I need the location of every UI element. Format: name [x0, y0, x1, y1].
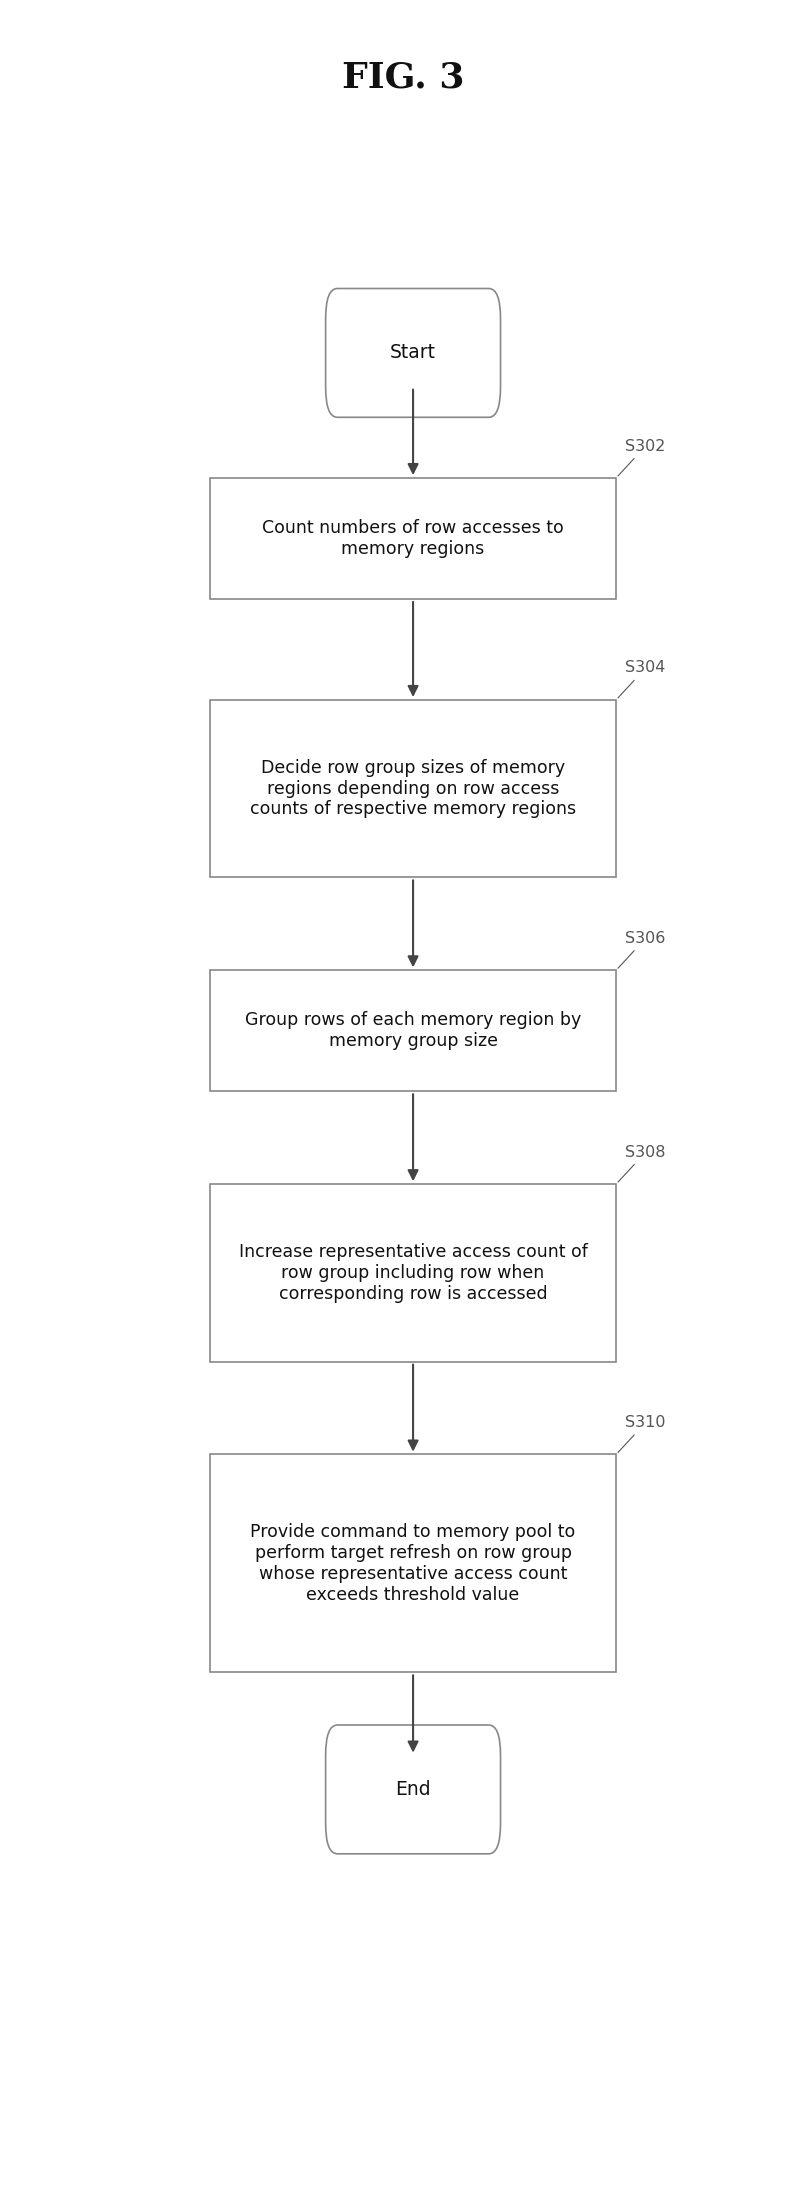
Text: Increase representative access count of
row group including row when
correspondi: Increase representative access count of … — [239, 1244, 588, 1303]
Text: End: End — [395, 1781, 431, 1798]
Bar — [210, 478, 616, 599]
Text: Decide row group sizes of memory
regions depending on row access
counts of respe: Decide row group sizes of memory regions… — [250, 759, 576, 819]
Bar — [210, 1455, 616, 1673]
FancyBboxPatch shape — [326, 1726, 501, 1853]
Text: S308: S308 — [618, 1145, 666, 1182]
FancyBboxPatch shape — [326, 288, 501, 418]
Text: Start: Start — [390, 343, 436, 363]
Text: Provide command to memory pool to
perform target refresh on row group
whose repr: Provide command to memory pool to perfor… — [251, 1523, 575, 1605]
Text: S302: S302 — [618, 438, 666, 475]
Text: S306: S306 — [618, 931, 666, 968]
Text: FIG. 3: FIG. 3 — [342, 59, 464, 95]
Bar — [210, 971, 616, 1092]
Bar — [210, 700, 616, 878]
Text: Count numbers of row accesses to
memory regions: Count numbers of row accesses to memory … — [262, 519, 564, 557]
Text: S310: S310 — [618, 1415, 666, 1453]
Text: Group rows of each memory region by
memory group size: Group rows of each memory region by memo… — [245, 1012, 581, 1050]
Text: S304: S304 — [618, 660, 666, 698]
Bar — [210, 1184, 616, 1362]
